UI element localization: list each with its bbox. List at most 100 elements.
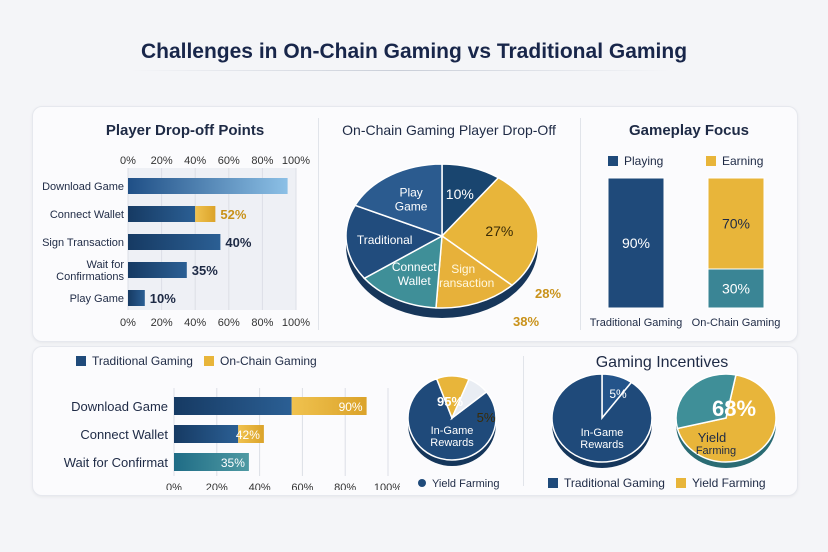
x-tick-label: 20% — [206, 482, 228, 490]
bar-base — [128, 234, 221, 250]
pie-slice — [354, 163, 443, 238]
y-category-label: Wait for Confirmat — [64, 455, 169, 470]
pie-slice-label: 68% — [712, 396, 756, 421]
x-tick-label-top: 60% — [218, 155, 240, 167]
pie-slice — [363, 234, 443, 309]
bar-value-label: 10% — [150, 291, 176, 306]
page-title: Challenges in On-Chain Gaming vs Traditi… — [140, 40, 688, 63]
legend-swatch — [608, 156, 618, 166]
y-category-label: Confirmations — [56, 271, 124, 283]
y-category-label: Sign Transaction — [42, 237, 124, 249]
pie-slice — [676, 374, 777, 463]
pie-slice — [435, 234, 514, 309]
dropoff-chart-title: Player Drop-off Points — [105, 122, 265, 139]
x-tick-label-bottom: 0% — [120, 317, 136, 329]
pie-slice-label: 95% — [437, 394, 463, 409]
y-category-label: Wait for — [87, 259, 125, 271]
legend-swatch — [548, 478, 558, 488]
panel-divider — [523, 356, 524, 486]
bar-traditional — [174, 425, 239, 443]
x-tick-label-top: 40% — [184, 155, 206, 167]
x-tick-label-bottom: 80% — [251, 317, 273, 329]
legend-swatch — [76, 356, 86, 366]
legend-label: Yield Farming — [692, 476, 766, 490]
bar-onchain — [195, 206, 216, 222]
bar-base — [128, 206, 196, 222]
pie-slice — [440, 176, 539, 287]
bar-traditional — [174, 453, 249, 471]
x-tick-label-bottom: 100% — [282, 317, 310, 329]
x-tick-label: 0% — [166, 482, 182, 490]
legend-swatch — [676, 478, 686, 488]
bar-onchain — [238, 425, 264, 443]
y-category-label: Connect Wallet — [50, 209, 124, 221]
pie-slice-label: Connect — [392, 260, 437, 274]
pie-inner-label: In-Game — [431, 425, 474, 437]
bar-value-label: 90% — [339, 400, 363, 414]
comparison-bar-chart: Traditional Gaming On-Chain Gaming 0% 20% 40… — [64, 354, 400, 490]
x-tick-label: 80% — [334, 482, 356, 490]
pie-outside-label: 38% — [513, 314, 539, 329]
stacked-bar-segment — [607, 177, 665, 309]
stacked-bar-segment — [707, 268, 765, 309]
y-category-label: Download Game — [71, 399, 168, 414]
pie-slice-label: 10% — [446, 186, 474, 202]
legend-label: Traditional Gaming — [92, 354, 193, 368]
y-category-label: Connect Wallet — [80, 427, 168, 442]
pie-slice — [551, 373, 653, 463]
bar-value-label: 70% — [722, 216, 750, 232]
title-divider — [130, 70, 670, 71]
bar-value-label: 40% — [225, 235, 251, 250]
bar-onchain — [291, 397, 367, 415]
bar-value-label: 35% — [221, 456, 245, 470]
bar-value-label: 42% — [236, 428, 260, 442]
x-tick-label: 100% — [374, 482, 400, 490]
x-tick-label: 40% — [249, 482, 271, 490]
y-category-label: Play Game — [70, 293, 124, 305]
y-category-label: Download Game — [42, 181, 124, 193]
legend-label: Earning — [722, 154, 763, 168]
pie-slice-label: Wallet — [398, 274, 432, 288]
x-category-label: On-Chain Gaming — [692, 317, 781, 329]
x-category-label: Traditional Gaming — [590, 317, 683, 329]
x-tick-label-bottom: 40% — [184, 317, 206, 329]
x-tick-label-top: 80% — [251, 155, 273, 167]
legend-swatch — [418, 479, 426, 487]
pie-slice-label: Play — [399, 186, 422, 200]
bar-base — [128, 262, 187, 278]
x-tick-label-bottom: 60% — [218, 317, 240, 329]
legend-label: Playing — [624, 154, 663, 168]
legend-label: Traditional Gaming — [564, 476, 665, 490]
incentives-title: Gaming Incentives — [595, 354, 729, 371]
bar-base — [128, 290, 145, 306]
pie-slice-label: 27% — [485, 223, 513, 239]
panel-divider — [580, 118, 581, 330]
legend-label: Yield Farming — [432, 478, 499, 490]
bar-base — [128, 178, 288, 194]
pie-slice-label: 5% — [609, 387, 627, 401]
pie-slice-label: Rewards — [580, 439, 624, 451]
bar-value-label: 52% — [220, 207, 246, 222]
gameplay-focus-chart: Playing Earning 90% Traditional Gaming 30% 70… — [590, 154, 781, 329]
pie-inner-label: Rewards — [430, 437, 474, 449]
pie-outside-label: 28% — [535, 286, 561, 301]
x-tick-label-bottom: 20% — [151, 317, 173, 329]
pie-slice-label: Transaction — [432, 276, 494, 290]
pie-slice-label: In-Game — [581, 427, 624, 439]
bar-value-label: 35% — [192, 263, 218, 278]
stacked-bar-segment — [707, 177, 765, 270]
pie-slice-label: Yield — [698, 430, 726, 445]
pie-slice-label: Game — [395, 200, 428, 214]
x-tick-label-top: 100% — [282, 155, 310, 167]
pie-slice-label: Farming — [696, 445, 736, 457]
x-tick-label-top: 0% — [120, 155, 136, 167]
bar-value-label: 30% — [722, 281, 750, 297]
legend-label: On-Chain Gaming — [220, 354, 317, 368]
pie-slice-label: Traditional — [357, 233, 413, 247]
bar-traditional — [174, 397, 292, 415]
pie-slice-label: 5% — [477, 410, 496, 425]
pie-slice — [675, 373, 737, 430]
